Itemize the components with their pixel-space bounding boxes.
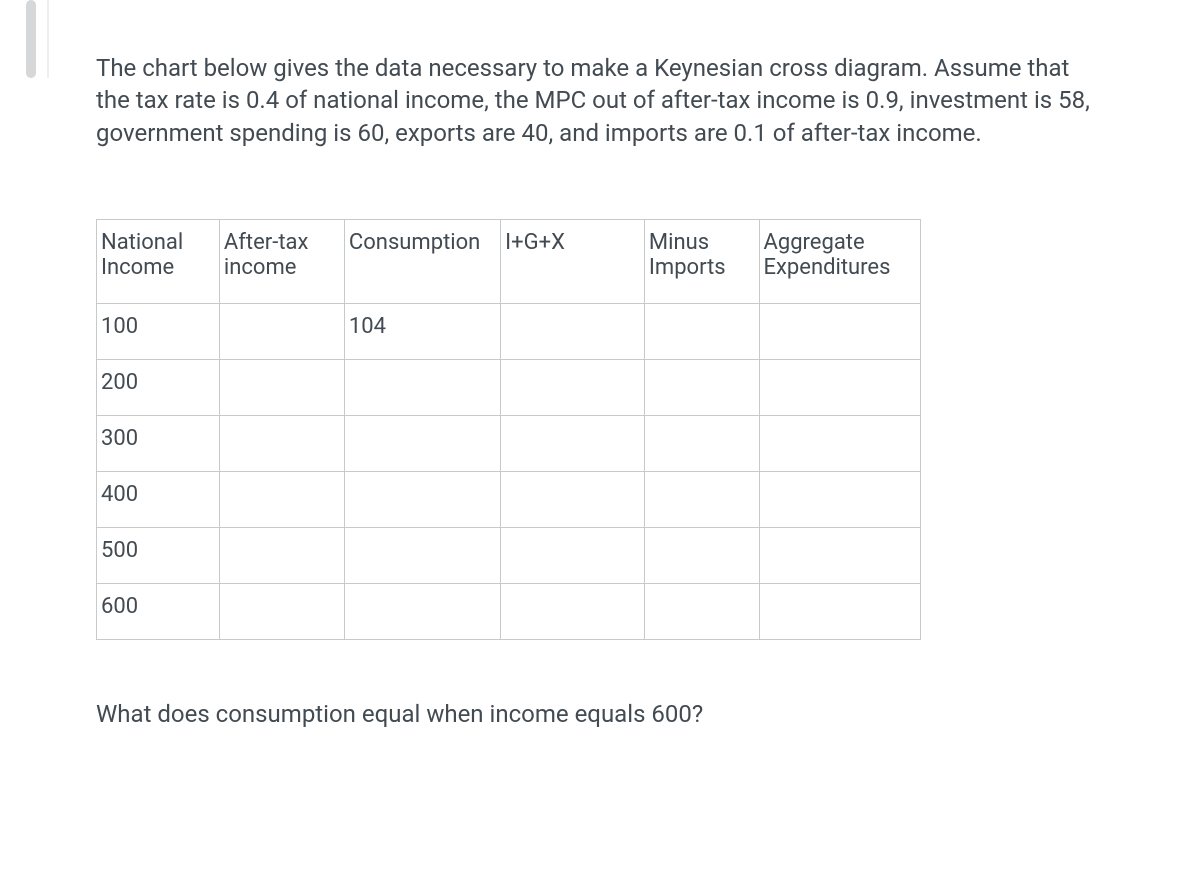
cell <box>344 360 500 416</box>
cell: 300 <box>97 416 220 472</box>
cell <box>219 360 344 416</box>
question-content: The chart below gives the data necessary… <box>96 52 1106 728</box>
col-header-after-tax-income: After-tax income <box>219 220 344 304</box>
cell: 500 <box>97 528 220 584</box>
cell <box>644 472 759 528</box>
table-row: 400 <box>97 472 921 528</box>
cell <box>501 360 645 416</box>
cell <box>759 472 921 528</box>
col-header-consumption: Consumption <box>344 220 500 304</box>
cell <box>759 416 921 472</box>
cell <box>759 528 921 584</box>
table-row: 500 <box>97 528 921 584</box>
cell <box>501 416 645 472</box>
cell <box>759 304 921 360</box>
cell <box>644 304 759 360</box>
cell <box>501 584 645 640</box>
cell <box>644 584 759 640</box>
cell <box>344 472 500 528</box>
cell <box>501 472 645 528</box>
table-row: 200 <box>97 360 921 416</box>
cell <box>501 304 645 360</box>
cell <box>344 584 500 640</box>
cell <box>219 304 344 360</box>
col-header-national-income: National Income <box>97 220 220 304</box>
cell: 100 <box>97 304 220 360</box>
cell <box>644 416 759 472</box>
col-header-igx: I+G+X <box>501 220 645 304</box>
data-table: National Income After-tax income Consump… <box>96 219 921 640</box>
cell <box>501 528 645 584</box>
cell: 600 <box>97 584 220 640</box>
cell <box>644 360 759 416</box>
col-header-minus-imports: Minus Imports <box>644 220 759 304</box>
table-header-row: National Income After-tax income Consump… <box>97 220 921 304</box>
cell <box>219 416 344 472</box>
cell <box>344 416 500 472</box>
cell <box>759 360 921 416</box>
scroll-thumb[interactable] <box>26 0 36 78</box>
table-row: 600 <box>97 584 921 640</box>
cell <box>219 472 344 528</box>
table-row: 300 <box>97 416 921 472</box>
cell <box>219 584 344 640</box>
intro-paragraph: The chart below gives the data necessary… <box>96 52 1106 149</box>
cell <box>644 528 759 584</box>
table-row: 100 104 <box>97 304 921 360</box>
cell <box>344 528 500 584</box>
cell: 104 <box>344 304 500 360</box>
question-prompt: What does consumption equal when income … <box>96 700 1106 728</box>
cell: 200 <box>97 360 220 416</box>
cell: 400 <box>97 472 220 528</box>
cell <box>759 584 921 640</box>
cell <box>219 528 344 584</box>
col-header-aggregate-expenditures: Aggregate Expenditures <box>759 220 921 304</box>
scroll-track <box>47 0 49 78</box>
